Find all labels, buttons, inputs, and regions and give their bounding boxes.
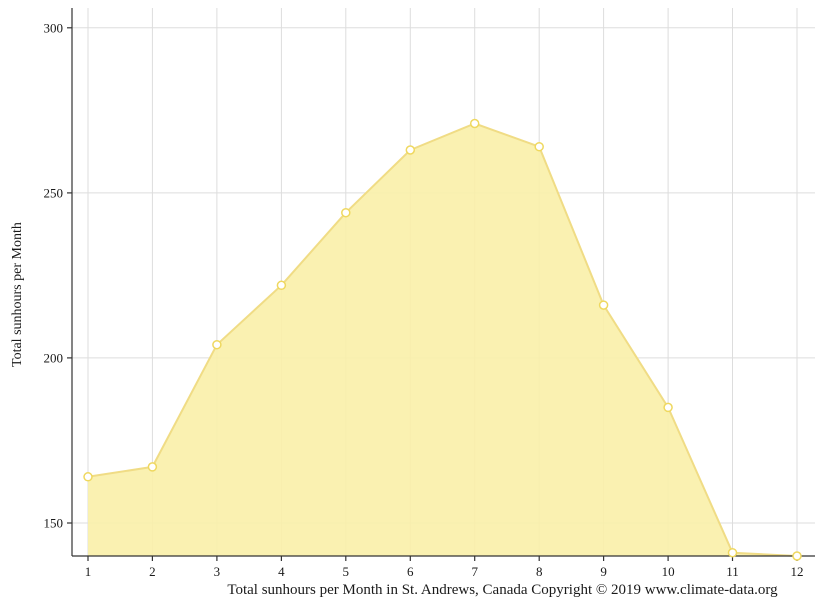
data-point-marker	[663, 402, 673, 413]
x-tick-label: 8	[536, 564, 543, 579]
x-tick-label: 11	[726, 564, 739, 579]
y-tick-label: 200	[44, 350, 64, 365]
x-tick-label: 2	[149, 564, 156, 579]
x-tick-label: 6	[407, 564, 414, 579]
data-point-marker	[147, 462, 158, 472]
x-tick-label: 5	[343, 564, 350, 579]
data-point-marker	[792, 551, 802, 561]
x-tick-label: 3	[214, 564, 221, 579]
data-point-marker	[598, 300, 609, 310]
area-fill	[88, 123, 797, 556]
data-point-marker	[212, 339, 222, 350]
data-point-marker	[727, 547, 738, 558]
data-point-marker	[469, 118, 480, 129]
x-tick-label: 4	[278, 564, 285, 579]
data-point-marker	[83, 472, 93, 482]
x-tick-label: 12	[791, 564, 804, 579]
x-tick-label: 1	[85, 564, 92, 579]
x-tick-label: 9	[600, 564, 607, 579]
y-tick-label: 300	[44, 20, 64, 35]
y-tick-label: 150	[44, 516, 64, 531]
data-point-marker	[534, 141, 544, 152]
series-line	[87, 122, 798, 557]
x-tick-label: 7	[471, 564, 478, 579]
data-point-marker	[276, 280, 287, 291]
y-axis-title: Total sunhours per Month	[10, 222, 25, 367]
chart-caption: Total sunhours per Month in St. Andrews,…	[227, 582, 778, 598]
x-tick-label: 10	[662, 564, 675, 579]
data-point-marker	[405, 145, 416, 155]
y-tick-label: 250	[44, 185, 64, 200]
data-point-marker	[341, 207, 351, 218]
